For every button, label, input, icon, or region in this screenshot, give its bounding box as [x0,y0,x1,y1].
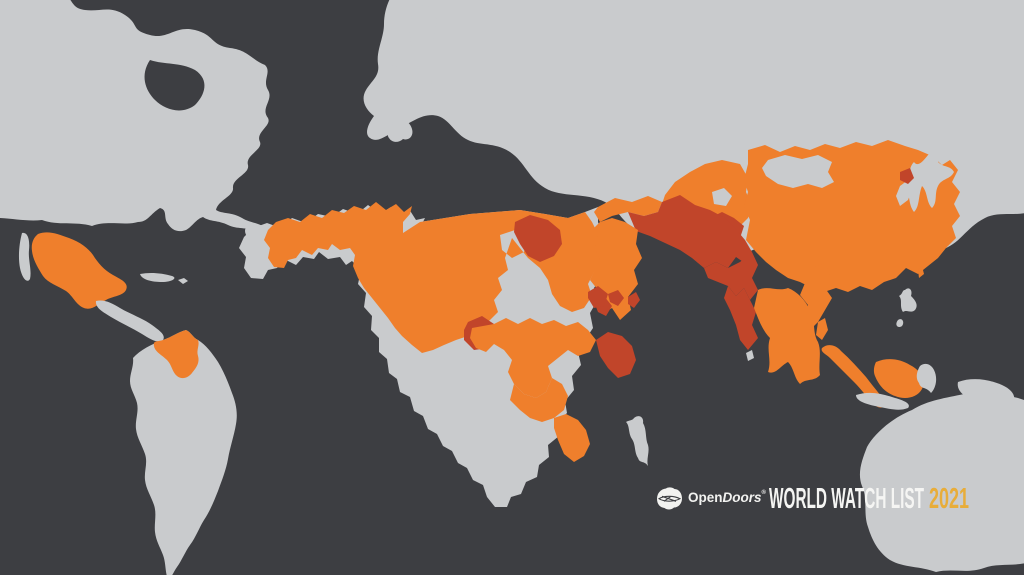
svg-text:2021: 2021 [929,483,969,515]
svg-text:WORLD WATCH LIST: WORLD WATCH LIST [769,483,924,515]
